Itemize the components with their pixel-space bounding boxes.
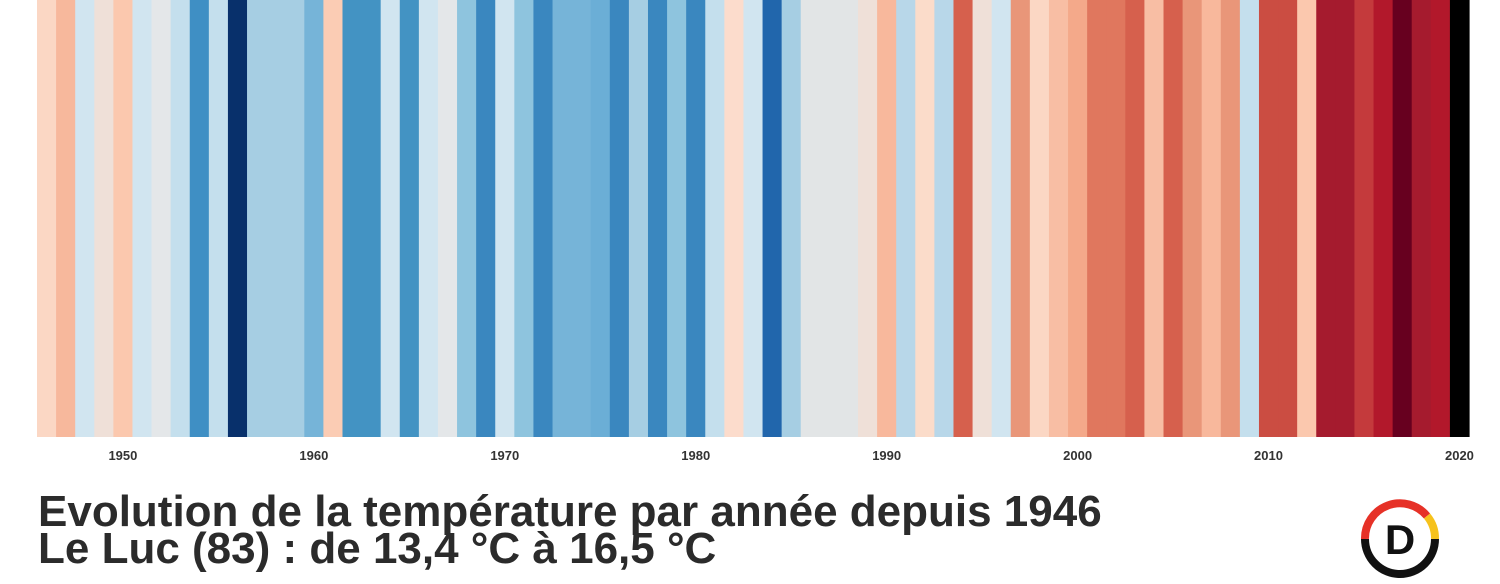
stripe-1964 (380, 0, 401, 437)
stripe-1993 (934, 0, 955, 437)
stripe-2018 (1411, 0, 1432, 437)
stripe-1985 (781, 0, 802, 437)
stripe-1996 (991, 0, 1012, 437)
stripe-2002 (1106, 0, 1126, 437)
stripe-1978 (647, 0, 668, 437)
chart-subtitle: Le Luc (83) : de 13,4 °C à 16,5 °C (38, 524, 717, 573)
stripe-2007 (1201, 0, 1222, 437)
stripe-1987 (819, 0, 840, 437)
stripe-1975 (590, 0, 611, 437)
stripe-1998 (1029, 0, 1050, 437)
stripe-2008 (1220, 0, 1241, 437)
stripes-group (37, 0, 1470, 437)
stripe-1990 (877, 0, 897, 437)
stripe-1991 (896, 0, 916, 437)
stripe-1956 (227, 0, 248, 437)
stripe-1950 (113, 0, 134, 437)
logo-arc-yellow (1423, 513, 1439, 540)
stripe-2010 (1258, 0, 1279, 437)
stripe-2013 (1316, 0, 1336, 437)
stripe-1962 (342, 0, 363, 437)
stripe-1948 (75, 0, 95, 437)
stripe-1999 (1048, 0, 1069, 437)
stripe-2020 (1449, 0, 1470, 437)
stripe-1992 (915, 0, 935, 437)
stripe-2009 (1239, 0, 1260, 437)
stripe-1957 (247, 0, 267, 437)
stripe-2017 (1392, 0, 1413, 437)
stripe-1958 (266, 0, 286, 437)
stripe-2016 (1373, 0, 1394, 437)
stripe-1953 (170, 0, 191, 437)
warming-stripes-chart: 1950 1960 1970 1980 1990 2000 2010 2020 (37, 0, 1474, 463)
stripe-2005 (1163, 0, 1184, 437)
stripe-2000 (1068, 0, 1088, 437)
stripe-1983 (743, 0, 764, 437)
stripe-1988 (838, 0, 859, 437)
logo-letter: D (1385, 516, 1415, 563)
tick-label-1990: 1990 (872, 448, 901, 463)
stripe-1976 (609, 0, 630, 437)
tick-label-1980: 1980 (681, 448, 710, 463)
stripe-2004 (1144, 0, 1165, 437)
stripe-2014 (1335, 0, 1356, 437)
stripe-1967 (437, 0, 458, 437)
tick-label-1950: 1950 (108, 448, 137, 463)
stripe-1986 (800, 0, 821, 437)
stripe-1949 (94, 0, 114, 437)
stripe-1946 (37, 0, 57, 437)
stripe-1980 (686, 0, 706, 437)
stripe-2001 (1087, 0, 1107, 437)
tick-label-2020: 2020 (1445, 448, 1474, 463)
stripe-1969 (476, 0, 496, 437)
stripe-1970 (495, 0, 515, 437)
stripe-1971 (514, 0, 535, 437)
stripe-1982 (724, 0, 745, 437)
stripe-1968 (457, 0, 477, 437)
stripe-1961 (323, 0, 344, 437)
stripe-1955 (208, 0, 229, 437)
year-tick-labels: 1950 1960 1970 1980 1990 2000 2010 2020 (108, 448, 1473, 463)
stripe-1966 (418, 0, 439, 437)
stripe-1973 (552, 0, 573, 437)
stripe-2006 (1182, 0, 1203, 437)
stripe-2003 (1125, 0, 1146, 437)
stripe-1989 (858, 0, 878, 437)
stripe-1952 (151, 0, 172, 437)
stripe-1974 (571, 0, 592, 437)
stripe-1977 (628, 0, 649, 437)
stripe-2019 (1430, 0, 1451, 437)
stripe-1981 (705, 0, 725, 437)
stripe-1951 (132, 0, 153, 437)
tick-label-1970: 1970 (490, 448, 519, 463)
stripe-2012 (1297, 0, 1317, 437)
stripe-1954 (189, 0, 210, 437)
stripe-2011 (1278, 0, 1298, 437)
logo-arc-red (1360, 499, 1431, 540)
stripe-1959 (285, 0, 305, 437)
publisher-logo: D (1360, 499, 1439, 578)
stripe-1979 (667, 0, 687, 437)
stripe-1972 (533, 0, 554, 437)
stripe-1995 (972, 0, 993, 437)
stripe-1963 (361, 0, 382, 437)
tick-label-1960: 1960 (299, 448, 328, 463)
chart-title: Evolution de la température par année de… (38, 487, 1102, 536)
stripe-1965 (399, 0, 420, 437)
stripe-1947 (56, 0, 76, 437)
stripe-2015 (1354, 0, 1375, 437)
tick-label-2010: 2010 (1254, 448, 1283, 463)
stripe-1994 (953, 0, 974, 437)
tick-label-2000: 2000 (1063, 448, 1092, 463)
stripe-1960 (304, 0, 324, 437)
stripe-1984 (762, 0, 783, 437)
stripe-1997 (1010, 0, 1031, 437)
